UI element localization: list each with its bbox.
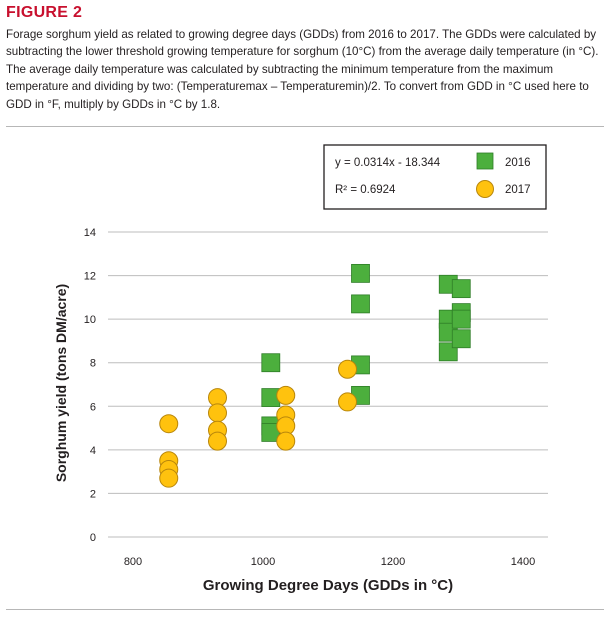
x-tick-label: 800 — [124, 556, 142, 568]
bottom-divider — [6, 609, 604, 610]
data-point-2017 — [338, 392, 357, 412]
data-point-2016 — [451, 309, 471, 329]
data-points — [159, 263, 471, 488]
top-divider — [6, 126, 604, 127]
data-point-2017 — [159, 468, 179, 488]
legend-box — [323, 144, 547, 210]
data-point-2017 — [208, 431, 227, 451]
data-point-2017 — [208, 403, 227, 423]
legend-marker-2016 — [476, 152, 494, 170]
y-tick-label: 10 — [84, 314, 96, 326]
legend-label-2016: 2016 — [505, 157, 531, 169]
figure-label: FIGURE 2 — [6, 4, 83, 21]
y-tick-labels: 0 2 4 6 8 10 12 14 — [84, 227, 96, 544]
x-tick-labels: 800 1000 1200 1400 — [124, 556, 535, 568]
data-point-2016 — [351, 294, 370, 314]
y-axis-title: Sorghum yield (tons DM/acre) — [53, 284, 69, 482]
data-point-2017 — [276, 385, 296, 405]
y-tick-label: 0 — [90, 532, 96, 544]
figure-caption: Forage sorghum yield as related to growi… — [6, 28, 599, 111]
y-tick-label: 6 — [90, 401, 96, 413]
legend-label-2017: 2017 — [505, 184, 531, 196]
regression-equation: y = 0.0314x - 18.344 — [335, 157, 441, 169]
data-point-2017 — [159, 414, 179, 434]
y-tick-label: 8 — [90, 358, 96, 370]
legend: y = 0.0314x - 18.344 R² = 0.6924 2016 20… — [323, 144, 547, 210]
grid-lines — [108, 231, 548, 538]
x-tick-label: 1400 — [511, 556, 535, 568]
x-tick-label: 1200 — [381, 556, 405, 568]
x-axis-title: Growing Degree Days (GDDs in °C) — [203, 577, 453, 594]
data-point-2016 — [351, 263, 370, 283]
x-tick-label: 1000 — [251, 556, 275, 568]
data-point-2016 — [451, 329, 471, 349]
data-point-2017 — [276, 431, 296, 451]
legend-marker-2017 — [476, 180, 494, 198]
y-tick-label: 12 — [84, 271, 96, 283]
data-point-2016 — [451, 279, 471, 299]
data-point-2017 — [338, 359, 357, 379]
y-tick-label: 2 — [90, 488, 96, 500]
r-squared-value: R² = 0.6924 — [335, 184, 396, 196]
y-tick-label: 4 — [90, 445, 96, 457]
y-tick-label: 14 — [84, 227, 96, 239]
data-point-2016 — [261, 353, 281, 373]
